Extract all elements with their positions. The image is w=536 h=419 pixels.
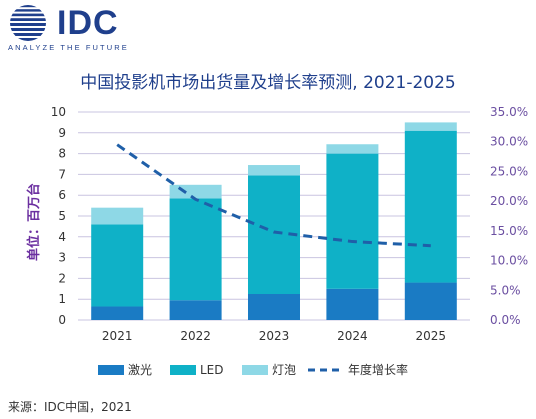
- y-tick-label: 8: [58, 147, 66, 161]
- y-tick-label: 5: [58, 209, 66, 223]
- x-tick-label: 2021: [102, 329, 133, 343]
- x-tick-label: 2025: [416, 329, 447, 343]
- legend-swatch: [242, 365, 268, 375]
- bar-灯泡: [248, 165, 300, 176]
- bars: [91, 122, 457, 320]
- x-tick-label: 2023: [259, 329, 290, 343]
- bar-LED: [404, 130, 457, 283]
- logo-text: IDC: [57, 4, 119, 42]
- legend-label: LED: [200, 363, 224, 377]
- bar-灯泡: [404, 122, 457, 131]
- x-tick-label: 2022: [180, 329, 211, 343]
- chart-title: 中国投影机市场出货量及增长率预测, 2021-2025: [80, 73, 456, 93]
- y-tick-label: 7: [58, 167, 66, 181]
- bar-激光: [91, 306, 144, 320]
- legend-label: 年度增长率: [348, 362, 408, 377]
- y-tick-label: 4: [58, 230, 66, 244]
- y2-tick-label: 25.0%: [490, 164, 528, 178]
- bar-激光: [169, 300, 222, 320]
- bar-LED: [169, 198, 222, 301]
- y-tick-label: 6: [58, 188, 66, 202]
- growth-rate-line: [116, 143, 431, 248]
- source-note: 来源：IDC中国，2021: [8, 400, 132, 414]
- x-tick-label: 2024: [337, 329, 368, 343]
- y-tick-label: 3: [58, 251, 66, 265]
- y-tick-label: 2: [58, 271, 66, 285]
- y2-tick-label: 0.0%: [490, 313, 521, 327]
- idc-logo: IDC ANALYZE THE FUTURE: [6, 4, 146, 56]
- y2-tick-label: 5.0%: [490, 283, 521, 297]
- y2-tick-label: 35.0%: [490, 105, 528, 119]
- bar-LED: [91, 224, 144, 307]
- y-tick-label: 0: [58, 313, 66, 327]
- legend-label: 灯泡: [272, 363, 296, 377]
- y2-tick-label: 30.0%: [490, 135, 528, 149]
- bar-灯泡: [326, 144, 379, 154]
- x-axis: 2021 2022 2023 2024 2025: [102, 329, 446, 343]
- y-tick-label: 10: [51, 105, 66, 119]
- y-axis-right: 0.0% 5.0% 10.0% 15.0% 20.0% 25.0% 30.0% 35.0%: [490, 105, 528, 327]
- y-tick-label: 9: [58, 126, 66, 140]
- bar-激光: [404, 282, 457, 320]
- growth-line: [116, 143, 431, 248]
- legend: 激光 LED 灯泡 年度增长率: [98, 362, 408, 377]
- bar-激光: [248, 294, 300, 320]
- y-tick-label: 1: [58, 292, 66, 306]
- y2-tick-label: 20.0%: [490, 194, 528, 208]
- y-axis-left: 0 1 2 3 4 5 6 7 8 9 10: [51, 105, 66, 327]
- logo-tagline: ANALYZE THE FUTURE: [8, 43, 129, 52]
- y2-tick-label: 15.0%: [490, 224, 528, 238]
- bar-灯泡: [169, 184, 222, 199]
- idc-globe-icon: [10, 5, 46, 41]
- y-axis-title: 单位：百万台: [26, 183, 42, 261]
- bar-LED: [326, 153, 379, 289]
- y2-tick-label: 10.0%: [490, 254, 528, 268]
- legend-swatch: [170, 365, 196, 375]
- legend-label: 激光: [128, 363, 152, 377]
- bar-激光: [326, 288, 379, 320]
- legend-swatch: [98, 365, 124, 375]
- bar-灯泡: [91, 207, 144, 225]
